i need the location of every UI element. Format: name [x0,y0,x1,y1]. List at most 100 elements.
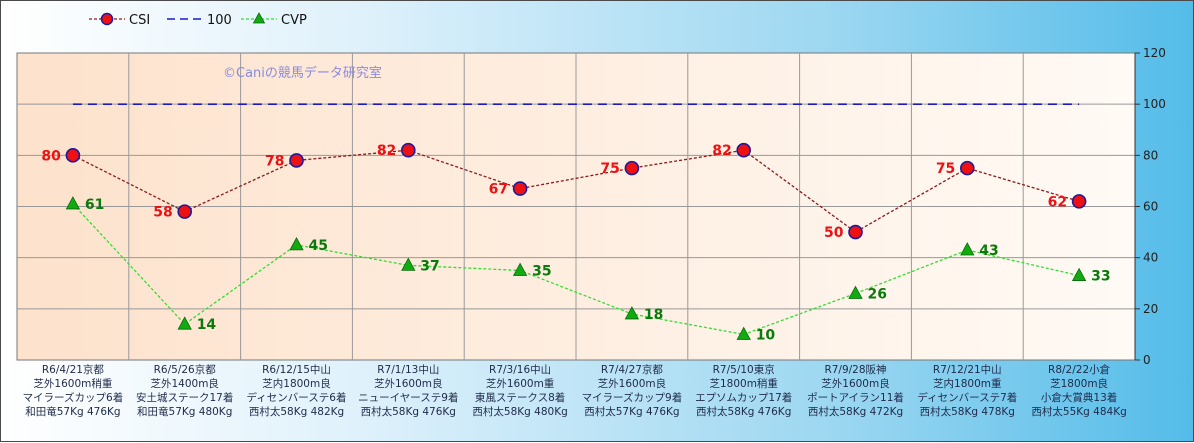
x-tick-label: R7/12/21中山 [933,363,1002,376]
x-tick-label: 西村太58Kg 472Kg [808,405,903,418]
x-tick-label: 西村太58Kg 476Kg [696,405,791,418]
csi-data-label: 80 [41,148,61,164]
cvp-data-label: 18 [644,307,663,323]
csi-data-label: 67 [489,182,508,198]
cvp-point [624,306,640,320]
legend-100-label: 100 [207,13,232,28]
cvp-point [848,285,863,299]
x-tick-label: 安土城ステーク17着 [136,391,233,404]
legend: CSI 100 CVP [89,12,307,28]
csi-data-label: 50 [824,225,844,241]
x-tick-label: 芝外1600m良 [598,377,666,390]
cvp-point [736,326,751,340]
csi-point [400,142,416,158]
y-tick-label: 0 [1143,353,1151,367]
csi-point [959,160,975,176]
y-tick-label: 100 [1143,97,1166,111]
series-line-cvp [72,203,1080,336]
cvp-data-label: 33 [1091,269,1110,285]
legend-csi-marker [100,12,114,26]
cvp-point [960,242,975,256]
x-tick-label: R8/2/22小倉 [1048,363,1111,376]
x-tick-label: R6/5/26京都 [154,363,217,376]
csi-data-label: 82 [377,143,396,159]
x-tick-label: R7/3/16中山 [489,363,551,376]
cvp-data-label: 35 [532,263,551,279]
csi-point [736,142,752,158]
csi-data-label: 75 [936,161,955,177]
x-tick-label: 和田竜57Kg 476Kg [25,405,120,418]
csi-data-label: 62 [1048,194,1067,210]
y-tick-label: 120 [1143,46,1166,60]
cvp-data-label: 43 [979,243,998,259]
cvp-point [177,316,192,330]
cvp-data-label: 10 [756,327,776,343]
x-tick-label: ニューイヤーステ9着 [358,391,458,404]
cvp-point [401,257,416,271]
csi-point [624,160,640,176]
x-tick-label: 西村太55Kg 484Kg [1031,405,1126,418]
x-tick-label: 西村太58Kg 476Kg [361,405,456,418]
csi-point [177,204,192,219]
csi-point [848,224,863,240]
x-tick-label: 和田竜57Kg 480Kg [137,405,232,418]
x-tick-label: 西村太57Kg 476Kg [584,405,679,418]
cvp-data-label: 26 [868,286,887,302]
x-tick-label: 芝1800m良 [1050,377,1108,390]
x-tick-label: ポートアイラン11着 [807,391,904,404]
csi-point [289,153,304,168]
cvp-point [289,237,304,251]
y-tick-label: 80 [1143,148,1158,162]
csi-point [1071,194,1087,209]
x-tick-label: R7/1/13中山 [377,363,439,376]
x-tick-label: 芝内1800m良 [262,377,330,390]
x-tick-label: 芝外1600m重 [486,377,554,390]
csi-data-label: 78 [265,153,284,169]
csi-data-label: 58 [153,205,172,221]
cvp-point [512,262,528,276]
cvp-point [1071,267,1087,281]
x-tick-label: エプソムカップ17着 [695,391,792,404]
cvp-data-label: 61 [85,197,104,213]
legend-cvp-marker [252,12,266,24]
x-tick-label: R7/5/10東京 [713,363,775,376]
x-tick-label: マイラーズカップ6着 [23,391,124,404]
x-tick-label: ディセンバーステ7着 [917,391,1017,404]
legend-cvp-label: CVP [281,13,307,28]
x-tick-label: 芝外1400m良 [150,377,218,390]
x-tick-label: 芝外1600m良 [374,377,442,390]
x-tick-label: R6/4/21京都 [42,363,105,376]
x-tick-label: 西村太58Kg 480Kg [472,405,567,418]
x-tick-label: 西村太58Kg 478Kg [920,405,1015,418]
x-tick-label: 芝1800m稍重 [709,377,777,390]
cvp-data-label: 37 [420,258,439,274]
cvp-data-label: 45 [309,238,328,254]
series-layer: 61 14 45 37 35 18 10 26 43 33 80 58 78 82 67 75 82 50 75 62 [41,103,1111,343]
csi-point [512,181,528,196]
csi-point [65,148,81,163]
cvp-data-label: 14 [197,317,217,333]
x-tick-label: 芝外1600m良 [821,377,889,390]
x-tick-label: 芝内1800m重 [933,377,1001,390]
series-line-csi [72,149,1080,233]
y-tick-label: 40 [1143,251,1158,265]
x-tick-label: R7/9/28阪神 [824,363,886,376]
y-tick-label: 20 [1143,302,1158,316]
legend-csi-label: CSI [129,13,150,28]
x-tick-label: マイラーズカップ9着 [582,391,683,404]
x-tick-label: 芝外1600m稍重 [33,377,112,390]
x-tick-label: ディセンバーステ6着 [247,391,347,404]
watermark: ©Caniの競馬データ研究室 [223,65,382,81]
y-axis: 0 20 40 60 80 100 120 [1134,46,1166,367]
csi-data-label: 75 [600,161,619,177]
x-tick-label: 東風ステークス8着 [475,391,565,404]
cvp-point [65,196,81,210]
csi-data-label: 82 [712,143,731,159]
x-tick-label: R7/4/27京都 [601,363,664,376]
y-tick-label: 60 [1143,200,1158,214]
x-tick-label: R6/12/15中山 [262,363,331,376]
x-tick-label: 小倉大賞典13着 [1041,391,1117,404]
